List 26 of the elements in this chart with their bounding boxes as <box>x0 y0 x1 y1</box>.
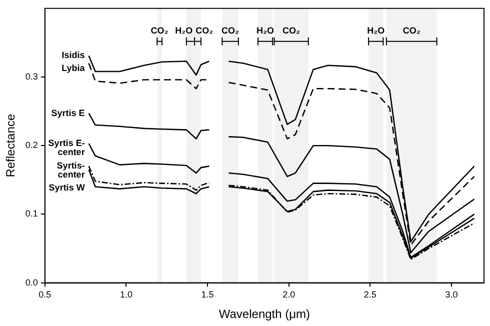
series-label: Lybia <box>62 63 86 74</box>
x-tick-label: 3.0 <box>445 290 458 300</box>
band-label: CO₂ <box>196 25 214 36</box>
y-tick-label: 0.1 <box>25 208 38 219</box>
y-tick-label: 0.3 <box>25 71 38 82</box>
band-label: CO₂ <box>402 25 420 36</box>
series-label: Syrtis W <box>48 182 86 193</box>
x-tick-label: 2.0 <box>282 290 296 300</box>
band-label: CO₂ <box>282 25 300 36</box>
y-tick-label: 0.2 <box>25 140 38 150</box>
series-label: Isidis <box>62 50 85 60</box>
band-label: H₂O <box>367 25 385 36</box>
series-label: Syrtis E <box>51 108 85 118</box>
x-tick-label: 1.5 <box>201 290 214 300</box>
y-axis-title: Reflectance <box>4 114 18 178</box>
y-tick-label: 0.0 <box>25 277 38 288</box>
x-axis-title: Wavelength (μm) <box>218 307 310 322</box>
series-label: Syrtis E-center <box>48 138 86 158</box>
band-label: CO₂ <box>222 25 240 36</box>
x-tick-label: 1.0 <box>120 290 132 300</box>
x-tick-label: 2.5 <box>364 290 376 300</box>
band-label: CO₂ <box>150 25 168 36</box>
x-tick-label: 0.5 <box>38 290 52 300</box>
band-label: H₂O <box>256 25 274 36</box>
series-label: Syrtis-center <box>56 160 86 180</box>
band-label: H₂O <box>175 25 193 36</box>
